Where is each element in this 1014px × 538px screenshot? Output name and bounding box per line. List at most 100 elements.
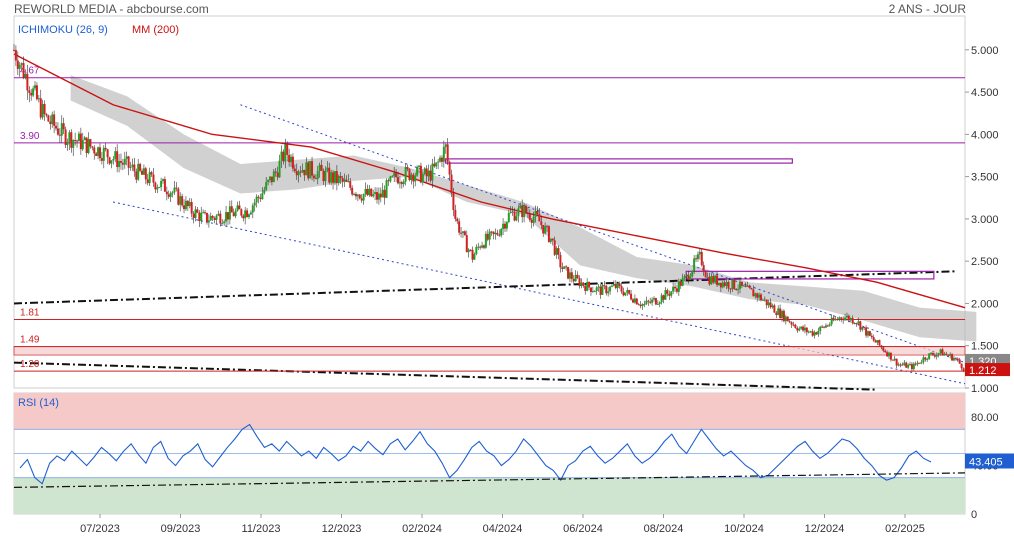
candle-body — [475, 246, 478, 254]
candle-body — [375, 192, 378, 200]
candle-body — [788, 321, 791, 323]
candle-body — [303, 169, 306, 176]
candle-body — [653, 298, 656, 300]
candle-body — [691, 270, 694, 277]
candle-body — [536, 211, 539, 215]
candle-body — [626, 290, 629, 293]
candle-body — [952, 358, 955, 361]
candle-body — [395, 172, 398, 178]
x-tick-label: 11/2023 — [242, 523, 281, 535]
current-value-label: 1.212 — [969, 365, 997, 377]
candle-body — [228, 206, 231, 220]
candle-body — [687, 274, 690, 280]
candle-body — [347, 181, 350, 183]
candle-body — [200, 212, 203, 222]
candle-body — [217, 213, 220, 216]
candle-body — [763, 299, 766, 301]
candle-body — [708, 276, 711, 285]
candle-body — [903, 362, 906, 365]
candle-body — [112, 158, 115, 161]
candle-body — [553, 240, 556, 255]
candle-body — [387, 180, 390, 182]
candle-body — [526, 212, 529, 215]
long-trend-line — [13, 270, 956, 305]
candle-body — [89, 139, 92, 147]
candle-body — [102, 147, 105, 161]
y-tick-label: 4.500 — [971, 87, 999, 99]
candle-body — [211, 216, 214, 218]
candle-body — [60, 123, 63, 136]
candle-body — [706, 276, 709, 278]
candle-body — [945, 353, 948, 355]
candle-body — [442, 146, 445, 162]
candle-body — [79, 133, 82, 150]
candle-body — [265, 181, 268, 190]
candle-body — [221, 223, 224, 225]
candle-body — [381, 189, 384, 198]
candle-body — [832, 317, 835, 321]
candle-body — [194, 209, 197, 218]
candle-body — [532, 216, 535, 223]
candle-body — [444, 144, 447, 147]
candle-body — [192, 213, 195, 218]
candle-body — [572, 278, 575, 282]
candle-body — [16, 60, 19, 69]
candle-body — [584, 285, 587, 291]
candle-body — [754, 293, 757, 297]
candle-body — [631, 299, 634, 303]
candle-body — [353, 193, 356, 195]
candle-body — [154, 182, 157, 190]
candle-body — [588, 282, 591, 288]
candle-body — [293, 168, 296, 172]
candle-body — [796, 328, 799, 331]
candle-body — [280, 151, 283, 161]
candle-body — [469, 249, 472, 251]
rsi-line — [19, 423, 932, 485]
candle-body — [43, 103, 46, 115]
candle-body — [490, 231, 493, 233]
candle-body — [662, 295, 665, 300]
y-tick-label: 3.500 — [971, 172, 999, 184]
candle-body — [32, 88, 35, 96]
candle-body — [307, 162, 310, 179]
candle-body — [236, 205, 239, 211]
candle-body — [918, 362, 921, 364]
rsi-value-label: 43.405 — [969, 456, 1003, 468]
candle-body — [937, 353, 940, 355]
candle-body — [349, 181, 352, 188]
candle-body — [196, 209, 199, 213]
candle-body — [859, 321, 862, 330]
candle-body — [855, 323, 858, 325]
candle-body — [909, 364, 912, 366]
candle-body — [423, 168, 426, 174]
candle-body — [836, 319, 839, 321]
candle-body — [895, 358, 898, 366]
candle-body — [857, 321, 860, 324]
x-tick-label: 02/2025 — [885, 523, 925, 535]
candle-body — [261, 193, 264, 200]
candle-body — [704, 271, 707, 278]
x-tick-label: 12/2023 — [322, 523, 362, 535]
candle-body — [546, 226, 549, 228]
candle-body — [249, 212, 252, 215]
candle-body — [425, 168, 428, 177]
candle-body — [70, 132, 73, 148]
candle-body — [610, 285, 613, 287]
candle-body — [849, 317, 852, 321]
candle-body — [677, 281, 680, 292]
candle-body — [582, 282, 585, 286]
candle-body — [807, 331, 810, 333]
candle-body — [790, 322, 793, 325]
candle-body — [886, 352, 889, 357]
candle-body — [116, 151, 119, 168]
candle-body — [160, 180, 163, 188]
candle-body — [507, 213, 510, 223]
candle-body — [427, 170, 430, 177]
x-tick-label: 08/2024 — [644, 523, 684, 535]
candle-body — [291, 156, 294, 169]
candle-body — [209, 216, 212, 221]
candle-body — [318, 164, 321, 172]
candle-body — [725, 281, 728, 286]
candle-body — [343, 179, 346, 182]
candle-body — [286, 144, 289, 155]
